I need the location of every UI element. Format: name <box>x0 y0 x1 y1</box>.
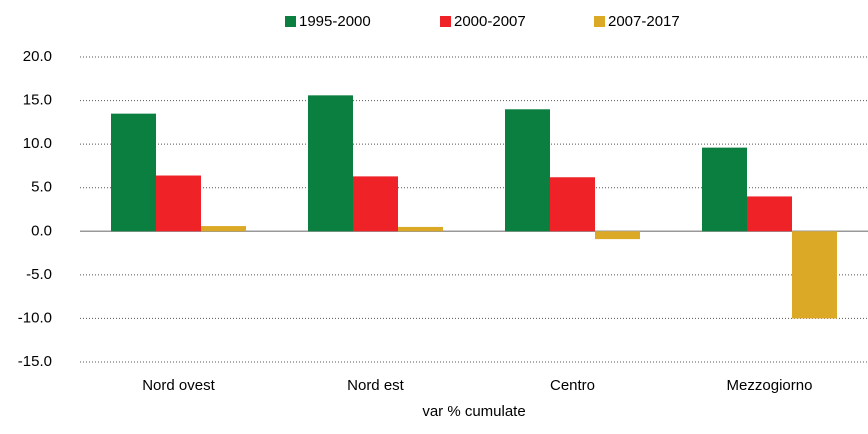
bar <box>398 226 443 232</box>
bar <box>702 147 747 232</box>
bar <box>792 231 837 319</box>
y-tick-label: -15.0 <box>18 353 52 370</box>
legend-swatch <box>440 16 451 27</box>
bar <box>156 175 201 232</box>
y-tick-label: 0.0 <box>31 222 52 239</box>
y-tick-label: 10.0 <box>23 135 52 152</box>
bar <box>353 176 398 232</box>
bar <box>308 95 353 232</box>
x-tick-label: Nord ovest <box>142 377 215 394</box>
y-tick-label: -10.0 <box>18 309 52 326</box>
bar <box>505 109 550 232</box>
legend-label: 2000-2007 <box>454 13 526 30</box>
x-tick-label: Mezzogiorno <box>727 377 813 394</box>
legend-label: 1995-2000 <box>299 13 371 30</box>
legend-swatch <box>594 16 605 27</box>
x-axis-label: var % cumulate <box>422 403 525 420</box>
y-tick-label: 5.0 <box>31 179 52 196</box>
bar <box>747 196 792 232</box>
y-tick-label: 15.0 <box>23 92 52 109</box>
y-tick-label: 20.0 <box>23 48 52 65</box>
bar <box>201 226 246 232</box>
bar <box>595 231 640 240</box>
x-tick-label: Centro <box>550 377 595 394</box>
legend-label: 2007-2017 <box>608 13 680 30</box>
bar <box>550 177 595 232</box>
y-tick-label: -5.0 <box>26 266 52 283</box>
x-tick-label: Nord est <box>347 377 405 394</box>
bar <box>111 113 156 232</box>
legend-swatch <box>285 16 296 27</box>
